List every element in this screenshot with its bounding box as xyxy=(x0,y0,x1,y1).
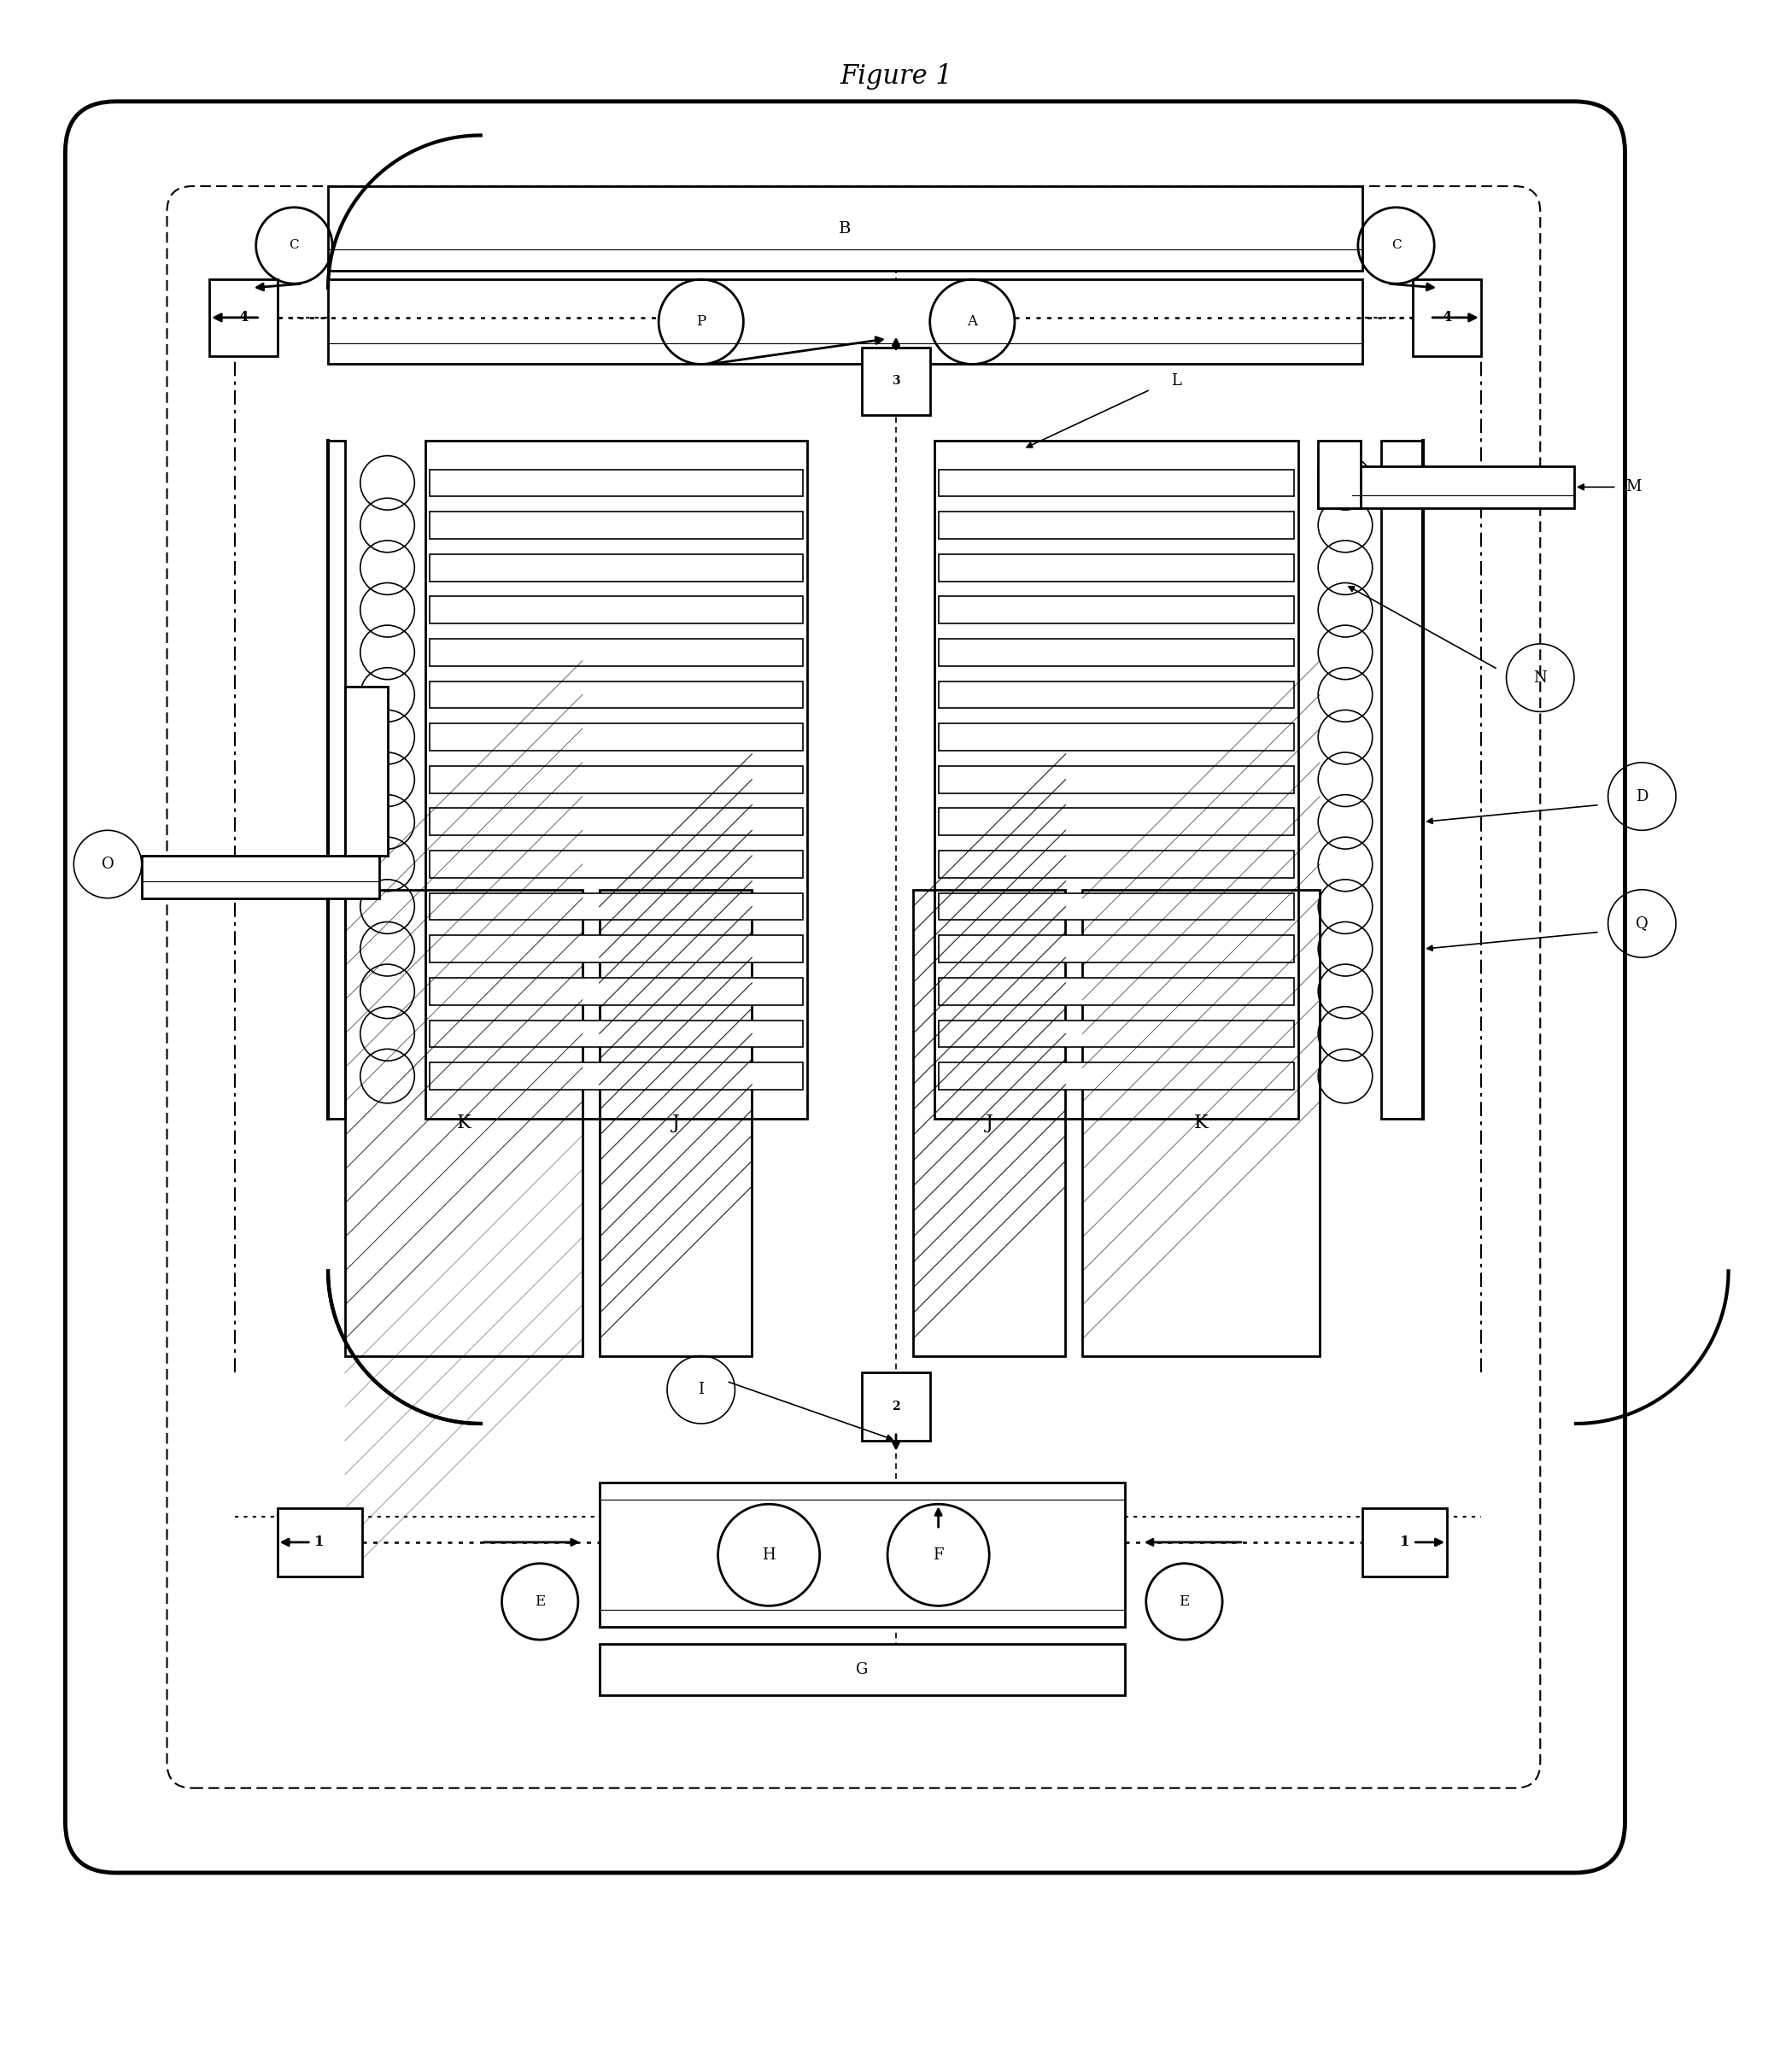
Bar xyxy=(1382,441,1423,1118)
Bar xyxy=(939,723,1294,752)
Bar xyxy=(934,441,1299,1118)
Bar xyxy=(430,682,803,708)
Text: C: C xyxy=(289,239,299,251)
Text: O: O xyxy=(102,857,115,871)
Bar xyxy=(939,809,1294,836)
Bar xyxy=(939,682,1294,708)
Text: K: K xyxy=(1193,1114,1208,1132)
Bar xyxy=(430,850,803,877)
Text: Q: Q xyxy=(1636,916,1649,931)
Bar xyxy=(939,638,1294,665)
Text: 3: 3 xyxy=(892,375,900,387)
Text: L: L xyxy=(1170,373,1181,389)
Text: C: C xyxy=(1391,239,1401,251)
Bar xyxy=(430,597,803,624)
Text: 4: 4 xyxy=(238,311,249,325)
Text: G: G xyxy=(857,1662,867,1678)
Bar xyxy=(1414,280,1480,356)
Text: 4: 4 xyxy=(1443,311,1452,325)
Text: E: E xyxy=(1179,1594,1190,1608)
Text: M: M xyxy=(1625,480,1641,494)
Bar xyxy=(425,441,806,1118)
Text: J: J xyxy=(986,1114,993,1132)
FancyBboxPatch shape xyxy=(65,101,1625,1874)
Bar xyxy=(346,889,582,1355)
Text: 2: 2 xyxy=(892,1400,900,1412)
Text: A: A xyxy=(968,315,977,329)
Bar xyxy=(328,441,346,1118)
Text: D: D xyxy=(1636,789,1649,805)
Bar xyxy=(939,1062,1294,1089)
Text: I: I xyxy=(699,1382,704,1398)
Bar xyxy=(346,686,387,857)
Text: 1: 1 xyxy=(315,1536,324,1550)
Bar xyxy=(939,978,1294,1005)
Bar xyxy=(430,554,803,581)
Bar xyxy=(939,850,1294,877)
Bar xyxy=(939,554,1294,581)
Bar xyxy=(939,894,1294,920)
Text: N: N xyxy=(1534,669,1546,686)
Bar xyxy=(278,1509,362,1575)
Text: K: K xyxy=(457,1114,471,1132)
Bar xyxy=(328,185,1362,272)
Text: B: B xyxy=(839,220,851,237)
Bar xyxy=(939,597,1294,624)
Text: H: H xyxy=(762,1546,776,1563)
Bar xyxy=(430,638,803,665)
Bar xyxy=(430,511,803,539)
Text: E: E xyxy=(534,1594,545,1608)
Bar xyxy=(430,935,803,962)
Bar xyxy=(939,935,1294,962)
Bar xyxy=(912,889,1066,1355)
Bar xyxy=(1319,465,1573,509)
Text: 1: 1 xyxy=(1400,1536,1410,1550)
Bar xyxy=(939,469,1294,496)
Bar xyxy=(1319,441,1360,509)
Bar xyxy=(599,1482,1125,1627)
Bar xyxy=(1362,1509,1446,1575)
Bar xyxy=(430,469,803,496)
Bar xyxy=(599,1643,1125,1695)
Text: Figure 1: Figure 1 xyxy=(840,62,952,89)
Bar xyxy=(430,978,803,1005)
Bar xyxy=(142,857,378,898)
Bar xyxy=(430,809,803,836)
Bar xyxy=(939,1019,1294,1048)
Bar xyxy=(862,348,930,416)
Text: J: J xyxy=(672,1114,679,1132)
Bar xyxy=(430,1019,803,1048)
Text: F: F xyxy=(934,1546,944,1563)
Bar xyxy=(430,1062,803,1089)
Bar xyxy=(430,766,803,793)
Bar xyxy=(210,280,278,356)
Bar xyxy=(1082,889,1321,1355)
Bar xyxy=(430,894,803,920)
Bar xyxy=(599,889,753,1355)
Bar xyxy=(328,280,1362,364)
Bar xyxy=(939,511,1294,539)
Text: P: P xyxy=(697,315,706,329)
Bar xyxy=(939,766,1294,793)
Bar xyxy=(430,723,803,752)
Bar xyxy=(862,1373,930,1441)
